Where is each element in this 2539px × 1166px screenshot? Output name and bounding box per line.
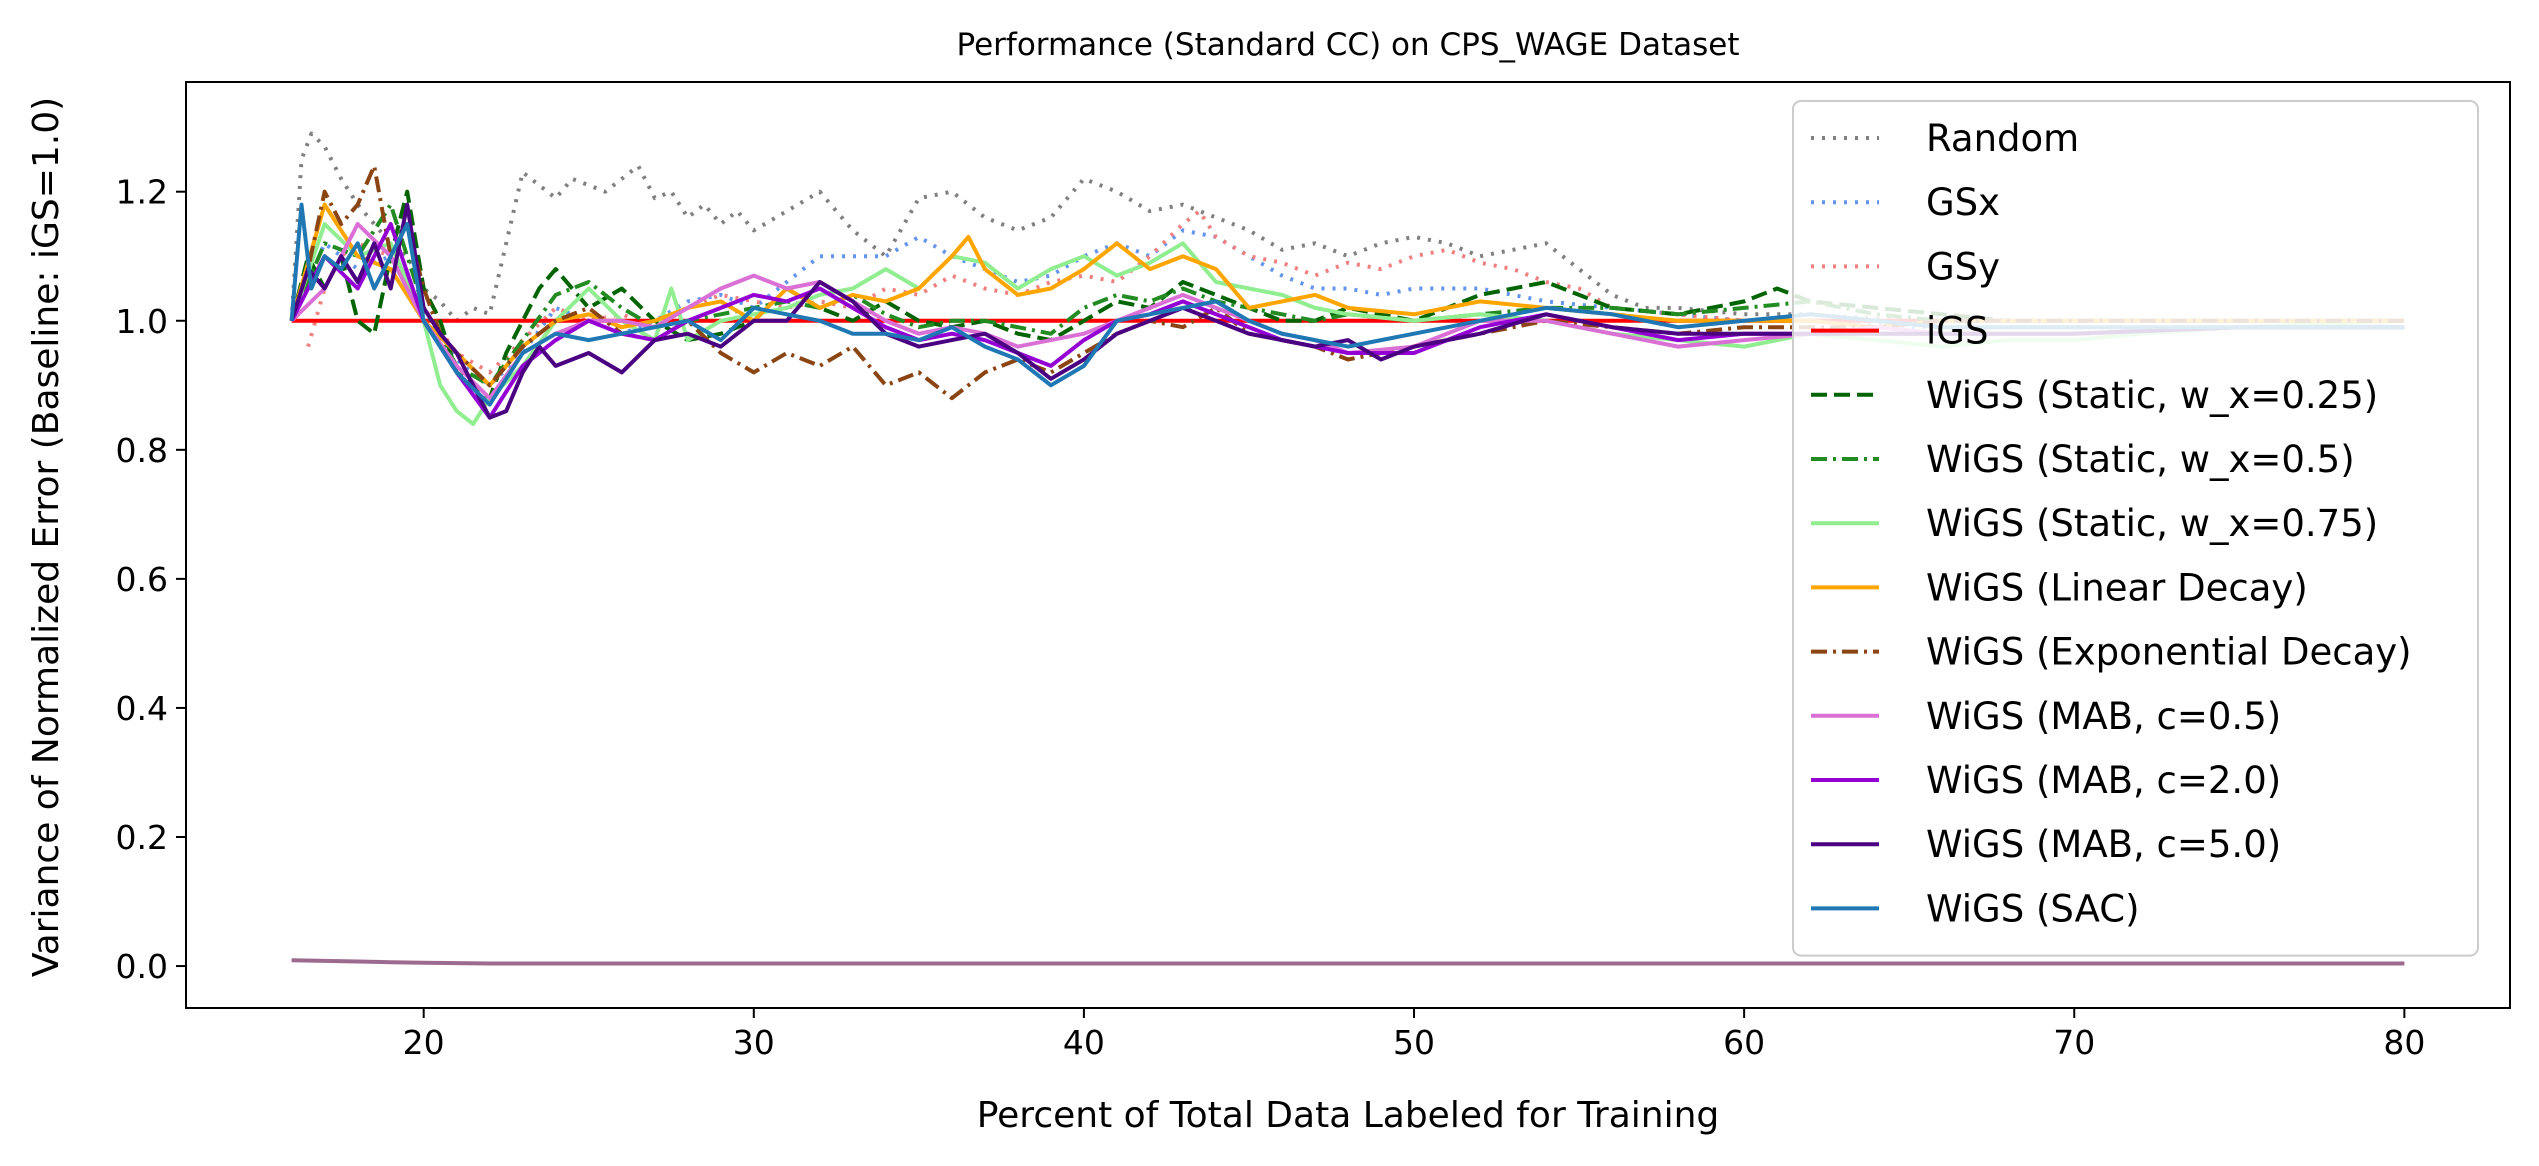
legend-label: iGS [1926,310,1988,353]
x-tick-label: 70 [2053,1023,2095,1062]
legend-label: WiGS (Static, w_x=0.5) [1926,438,2355,481]
legend-label: WiGS (MAB, c=2.0) [1926,759,2281,802]
legend-label: WiGS (Static, w_x=0.75) [1926,502,2378,545]
legend-label: WiGS (MAB, c=0.5) [1926,695,2281,738]
y-tick-label: 1.2 [116,173,168,212]
x-tick-label: 50 [1393,1023,1435,1062]
y-tick-label: 0.8 [116,431,168,470]
y-tick-label: 0.2 [116,818,168,857]
legend-label: GSx [1926,181,2000,224]
x-axis-label: Percent of Total Data Labeled for Traini… [977,1095,1720,1136]
chart-title: Performance (Standard CC) on CPS_WAGE Da… [957,27,1740,63]
y-tick-label: 0.4 [116,689,168,728]
y-axis-ticks: 0.0 0.2 0.4 0.6 0.8 1.0 1.2 [116,173,186,986]
series-line-5 [289,202,2405,388]
legend-label: GSy [1926,245,2000,288]
legend-label: WiGS (MAB, c=5.0) [1926,823,2281,866]
series-line-12 [289,202,2405,407]
legend-label: WiGS (Static, w_x=0.25) [1926,374,2378,417]
x-tick-label: 40 [1063,1023,1105,1062]
x-tick-label: 80 [2383,1023,2425,1062]
legend-label: WiGS (Linear Decay) [1926,566,2308,609]
series-line-11 [289,202,2405,420]
legend-label: WiGS (Exponential Decay) [1926,631,2412,674]
y-axis-label: Variance of Normalized Error (Baseline: … [26,97,67,977]
legend-box [1792,100,2479,957]
legend: Random GSx GSy iGS WiGS (Static, w_x=0.25) Wi… [1792,100,2479,957]
legend-label: Random [1926,117,2079,160]
x-tick-label: 60 [1723,1023,1765,1062]
plot-area [185,81,2511,1009]
x-axis-ticks: 20 30 40 50 60 70 80 [403,1008,2425,1062]
x-tick-label: 30 [733,1023,775,1062]
series-line-8 [289,163,2405,401]
series-lines [289,131,2405,966]
y-tick-label: 0.0 [116,947,168,986]
baseline-variance-line [291,958,2405,966]
y-tick-label: 1.0 [116,302,168,341]
legend-label: WiGS (SAC) [1926,887,2140,930]
y-tick-label: 0.6 [116,560,168,599]
x-tick-label: 20 [403,1023,445,1062]
plot-frame [185,81,2511,1009]
